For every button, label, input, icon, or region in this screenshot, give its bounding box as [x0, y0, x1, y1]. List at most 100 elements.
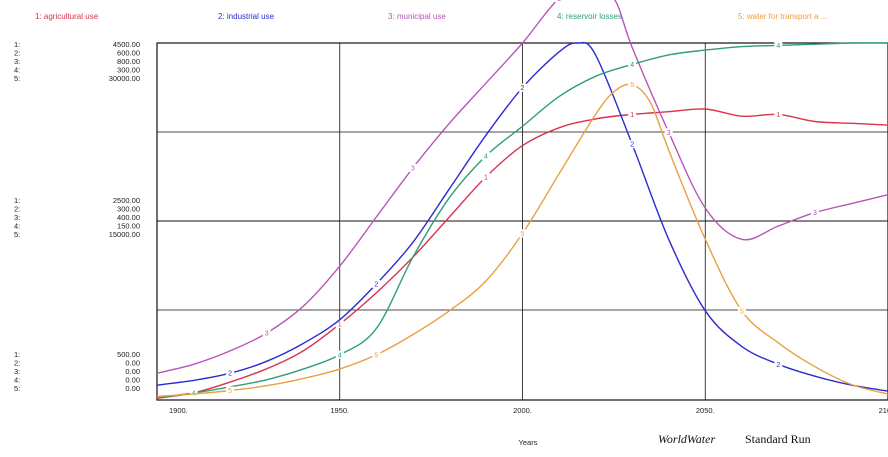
axis-id-label: 5:: [14, 230, 20, 239]
legend-item: 5: water for transport a ...: [738, 12, 827, 21]
x-axis-labels: 1900. 1950. 2000. 2050. 2100.: [169, 406, 888, 415]
series-marker-label: 4: [484, 154, 488, 161]
series-marker: 3: [555, 0, 564, 3]
footer-subtitle: Standard Run: [745, 432, 811, 446]
axis-value-label: 800.00: [117, 57, 140, 66]
series-line: [156, 83, 888, 398]
y-axis-labels: 1: 4500.00 2: 600.00 3: 800.00 4: 300.00 5: 30000…: [14, 40, 140, 393]
series-marker-bg: [664, 128, 673, 137]
series-marker-label: 1: [338, 322, 342, 329]
axis-value-label: 30000.00: [109, 74, 140, 83]
series-marker: 4: [189, 388, 198, 397]
series-marker-bg: [810, 208, 819, 217]
series-marker: 5: [226, 386, 235, 395]
series-marker-label: 3: [265, 331, 269, 338]
x-axis-title: Years: [519, 438, 538, 447]
axis-id-label: 4:: [14, 66, 20, 75]
axis-id-label: 1:: [14, 196, 20, 205]
axis-value-label: 0.00: [125, 384, 140, 393]
axis-id-label: 3:: [14, 367, 20, 376]
axis-id-label: 2:: [14, 49, 20, 58]
axis-id-label: 2:: [14, 205, 20, 214]
series-marker: 5: [737, 306, 746, 315]
series-marker: 2: [518, 83, 527, 92]
series-marker: 4: [628, 60, 637, 69]
series-marker: 5: [628, 80, 637, 89]
x-tick-label: 1950.: [330, 406, 349, 415]
x-tick-label: 1900.: [169, 406, 188, 415]
series-marker-label: 5: [740, 308, 744, 315]
x-tick-label: 2050.: [696, 406, 715, 415]
x-tick-label: 2100.: [879, 406, 888, 415]
series-marker: 3: [262, 329, 271, 338]
axis-value-label: 0.00: [125, 376, 140, 385]
series-marker-bg: [518, 83, 527, 92]
series-marker-bg: [226, 369, 235, 378]
series-marker: 5: [518, 229, 527, 238]
axis-value-label: 2500.00: [113, 196, 140, 205]
axis-value-label: 600.00: [117, 49, 140, 58]
axis-value-label: 300.00: [117, 205, 140, 214]
series-marker: 1: [628, 110, 637, 119]
axis-value-label: 15000.00: [109, 230, 140, 239]
series-marker-bg: [372, 350, 381, 359]
series-marker-label: 4: [776, 43, 780, 50]
series-marker-label: 5: [374, 352, 378, 359]
legend: 1: agricultural use 2: industrial use 3: m…: [35, 12, 827, 21]
series-marker-bg: [335, 320, 344, 329]
axis-id-label: 5:: [14, 384, 20, 393]
axis-value-label: 150.00: [117, 222, 140, 231]
series-marker-label: 5: [630, 82, 634, 89]
series-marker: 4: [481, 152, 490, 161]
series-marker-label: 3: [557, 0, 561, 3]
series-marker-bg: [628, 140, 637, 149]
series-marker-bg: [226, 386, 235, 395]
series-marker: 2: [372, 279, 381, 288]
axis-value-label: 500.00: [117, 350, 140, 359]
series-marker-bg: [262, 329, 271, 338]
series-marker-label: 1: [484, 174, 488, 181]
series-marker-label: 4: [338, 352, 342, 359]
series-marker-bg: [555, 0, 564, 3]
axis-id-label: 3:: [14, 213, 20, 222]
legend-item: 4: reservoir losses: [557, 12, 622, 21]
series-marker-bg: [737, 306, 746, 315]
series-marker-label: 1: [776, 112, 780, 119]
series-marker-bg: [372, 279, 381, 288]
series-marker: 3: [810, 208, 819, 217]
series-marker: 3: [408, 163, 417, 172]
axis-value-label: 4500.00: [113, 40, 140, 49]
series-marker-label: 1: [630, 112, 634, 119]
axis-id-label: 5:: [14, 74, 20, 83]
axis-value-label: 300.00: [117, 66, 140, 75]
series-line: [156, 108, 888, 399]
series-marker: 1: [481, 172, 490, 181]
series-marker-bg: [335, 350, 344, 359]
legend-item: 3: municipal use: [388, 12, 446, 21]
series-marker-label: 3: [667, 130, 671, 137]
axis-value-label: 0.00: [125, 367, 140, 376]
series-marker: 1: [335, 320, 344, 329]
series-marker-label: 2: [776, 362, 780, 369]
series-marker-bg: [774, 360, 783, 369]
series-marker: 2: [774, 360, 783, 369]
legend-item: 2: industrial use: [218, 12, 275, 21]
series-marker-bg: [189, 388, 198, 397]
series-line: [156, 0, 888, 374]
grid: [157, 43, 888, 400]
axis-id-label: 3:: [14, 57, 20, 66]
series-marker: 2: [628, 140, 637, 149]
axis-id-label: 1:: [14, 40, 20, 49]
axis-id-label: 4:: [14, 376, 20, 385]
series-marker-label: 2: [630, 142, 634, 149]
series-marker-label: 2: [228, 371, 232, 378]
series-marker-label: 2: [521, 85, 525, 92]
series-marker-label: 5: [521, 231, 525, 238]
series-marker-label: 3: [813, 210, 817, 217]
legend-item: 1: agricultural use: [35, 12, 99, 21]
axis-id-label: 2:: [14, 359, 20, 368]
series-marker-bg: [774, 110, 783, 119]
series-marker: 5: [372, 350, 381, 359]
series-marker-bg: [481, 152, 490, 161]
